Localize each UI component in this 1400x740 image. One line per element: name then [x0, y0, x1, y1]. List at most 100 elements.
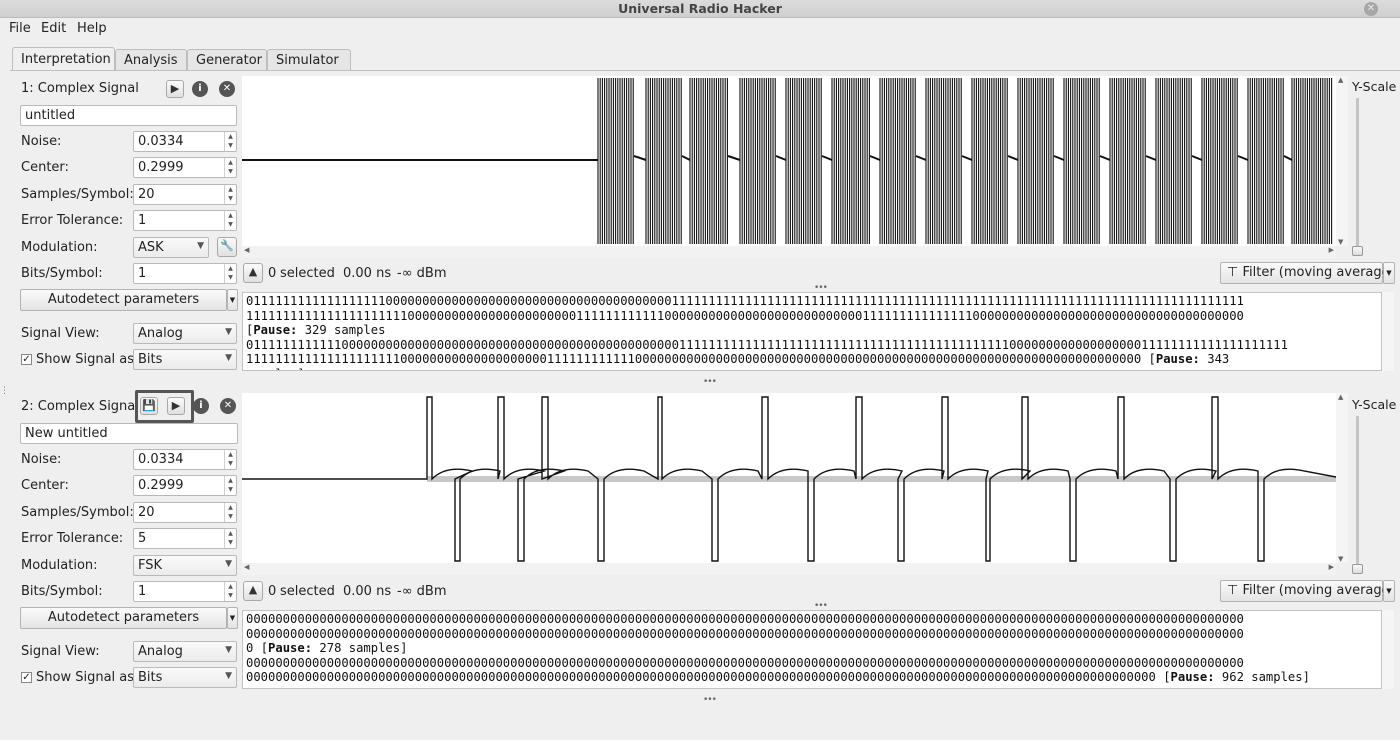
yscale-slider-handle[interactable]: [1352, 564, 1363, 574]
left-splitter-grip[interactable]: ⋮: [0, 386, 9, 396]
menu-file[interactable]: File: [9, 21, 31, 36]
close-icon[interactable]: ✕: [1364, 2, 1378, 16]
center-spinbox[interactable]: 0.2999 ▲ ▼: [133, 157, 237, 178]
error-tolerance-label: Error Tolerance:: [21, 213, 124, 228]
signal-plot-1[interactable]: [242, 76, 1336, 246]
output-line: samples]: [246, 367, 1378, 370]
bits-per-symbol-spinbox[interactable]: 1 ▲ ▼: [133, 263, 237, 284]
ask-burst: [785, 78, 822, 244]
signal-plot-2[interactable]: [242, 393, 1336, 563]
output-scrollbar[interactable]: [1382, 292, 1394, 371]
play-icon[interactable]: ▶: [166, 80, 184, 98]
signal-view-label: Signal View:: [21, 326, 100, 341]
modulation-select[interactable]: ASK ▼: [133, 237, 209, 258]
waveform: [242, 78, 1333, 244]
selected-count: 0: [268, 584, 277, 599]
splitter-handle[interactable]: •••: [814, 601, 828, 611]
info-icon[interactable]: i: [192, 81, 208, 97]
samples-per-symbol-spinbox[interactable]: 20 ▲ ▼: [133, 502, 237, 523]
tab-analysis[interactable]: Analysis: [115, 49, 187, 71]
plot-horizontal-scrollbar[interactable]: ◀ ▶: [242, 246, 1336, 258]
ask-burst: [1247, 78, 1284, 244]
menu-edit[interactable]: Edit: [41, 21, 67, 36]
show-signal-checkbox[interactable]: ✓: [21, 672, 32, 683]
signal-name-input[interactable]: untitled: [20, 105, 237, 126]
zoom-to-fit-icon[interactable]: ▲: [243, 581, 263, 601]
modulation-select[interactable]: FSK ▼: [133, 555, 237, 576]
signal-header: 2: Complex Signal: [21, 399, 139, 414]
show-signal-as-select[interactable]: Bits ▼: [133, 667, 237, 688]
autodetect-button[interactable]: Autodetect parameters: [20, 607, 227, 629]
bits-per-symbol-spinbox[interactable]: 1 ▲ ▼: [133, 581, 237, 602]
filter-menu-arrow[interactable]: ▼: [1383, 580, 1395, 602]
demodulated-output-2[interactable]: 0000000000000000000000000000000000000000…: [242, 610, 1382, 689]
filter-icon: ⊤: [1227, 583, 1243, 598]
splitter-handle[interactable]: •••: [703, 695, 717, 705]
ask-burst: [597, 78, 634, 244]
ask-burst: [1291, 78, 1333, 244]
autodetect-menu-arrow[interactable]: ▼: [227, 289, 238, 311]
tab-interpretation[interactable]: Interpretation: [12, 47, 115, 71]
close-signal-icon[interactable]: ✕: [220, 398, 236, 414]
center-label: Center:: [21, 160, 69, 175]
show-signal-as-select[interactable]: Bits ▼: [133, 349, 237, 370]
bits-per-symbol-label: Bits/Symbol:: [21, 266, 103, 281]
ask-burst: [1201, 78, 1238, 244]
noise-spinbox[interactable]: 0.0334 ▲ ▼: [133, 449, 237, 470]
selected-label: selected: [280, 584, 335, 599]
title-bar: Universal Radio Hacker ✕: [0, 0, 1400, 18]
filter-button[interactable]: ⊤ Filter (moving average): [1220, 580, 1395, 602]
selected-count: 0: [268, 266, 277, 281]
menu-bar: File Edit Help: [0, 18, 1400, 40]
highlight-box: [135, 390, 194, 423]
demodulated-output-1[interactable]: 0111111111111111111000000000000000000000…: [242, 292, 1382, 371]
modulation-label: Modulation:: [21, 240, 98, 255]
filter-icon: ⊤: [1227, 265, 1243, 280]
info-icon[interactable]: i: [193, 398, 209, 414]
selection-power: -∞ dBm: [397, 584, 447, 599]
plot-horizontal-scrollbar[interactable]: ◀ ▶: [242, 563, 1336, 575]
error-tolerance-spinbox[interactable]: 1 ▲ ▼: [133, 210, 237, 231]
output-line: 0000000000000000000000000000000000000000…: [246, 612, 1244, 626]
filter-menu-arrow[interactable]: ▼: [1383, 262, 1395, 284]
noise-spinbox[interactable]: 0.0334 ▲ ▼: [133, 131, 237, 152]
wrench-icon[interactable]: 🔧: [217, 237, 237, 257]
menu-help[interactable]: Help: [77, 21, 107, 36]
error-tolerance-spinbox[interactable]: 5 ▲ ▼: [133, 528, 237, 549]
signal-view-select[interactable]: Analog ▼: [133, 323, 237, 344]
selected-label: selected: [280, 266, 335, 281]
yscale-slider[interactable]: [1356, 98, 1359, 250]
play-icon[interactable]: ▶: [167, 397, 185, 415]
samples-per-symbol-label: Samples/Symbol:: [21, 187, 134, 202]
plot-vertical-scrollbar[interactable]: ▲ ▼: [1336, 393, 1348, 563]
samples-per-symbol-spinbox[interactable]: 20 ▲ ▼: [133, 184, 237, 205]
splitter-handle[interactable]: •••: [703, 377, 717, 387]
signal-view-label: Signal View:: [21, 644, 100, 659]
center-spinbox[interactable]: 0.2999 ▲ ▼: [133, 475, 237, 496]
output-line: 0111111111111000000000000000000000000000…: [246, 337, 1288, 352]
splitter-handle[interactable]: •••: [814, 283, 828, 293]
autodetect-button[interactable]: Autodetect parameters: [20, 289, 227, 311]
yscale-slider-handle[interactable]: [1352, 246, 1363, 256]
tab-simulator[interactable]: Simulator: [267, 49, 351, 71]
filter-button[interactable]: ⊤ Filter (moving average): [1220, 262, 1395, 284]
output-line: 0000000000000000000000000000000000000000…: [246, 626, 1244, 641]
close-signal-icon[interactable]: ✕: [219, 81, 235, 97]
ask-burst: [689, 78, 728, 244]
signal-name-input[interactable]: New untitled: [20, 423, 238, 444]
yscale-label: Y-Scale: [1352, 397, 1397, 412]
save-icon[interactable]: 💾: [140, 397, 158, 415]
show-signal-checkbox[interactable]: ✓: [21, 354, 32, 365]
ask-burst: [1155, 78, 1192, 244]
plot-vertical-scrollbar[interactable]: ▲ ▼: [1336, 76, 1348, 246]
signal-view-select[interactable]: Analog ▼: [133, 641, 237, 662]
ask-burst: [1109, 78, 1146, 244]
tab-generator[interactable]: Generator: [187, 49, 267, 71]
yscale-slider[interactable]: [1356, 416, 1359, 568]
autodetect-menu-arrow[interactable]: ▼: [227, 607, 238, 629]
output-scrollbar[interactable]: [1382, 610, 1394, 689]
ask-burst: [1063, 78, 1100, 244]
zoom-to-fit-icon[interactable]: ▲: [243, 263, 263, 283]
output-line: [Pause: 329 samples: [246, 323, 386, 338]
ask-burst: [879, 78, 916, 244]
